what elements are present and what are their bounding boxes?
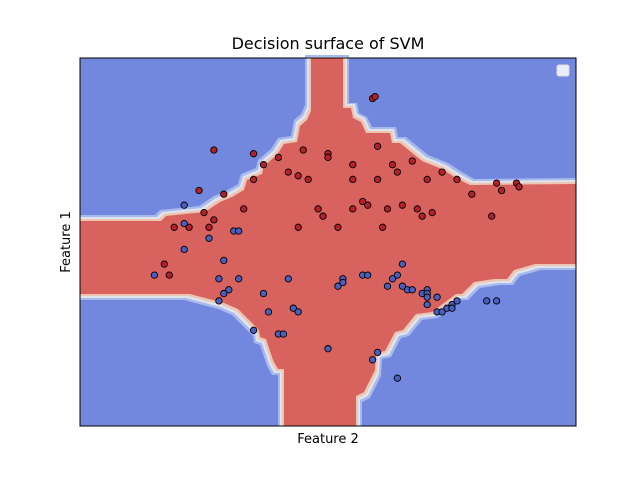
scatter-point-class-1 [215,275,223,283]
plot-area [79,55,577,427]
scatter-point-class-0 [349,205,357,213]
scatter-point-class-1 [294,308,302,316]
scatter-point-class-1 [150,271,159,279]
plot-frame [79,57,577,427]
scatter-point-class-0 [334,223,342,231]
scatter-point-class-1 [284,275,292,283]
scatter-point-class-0 [371,92,379,101]
scatter-point-class-1 [433,293,441,301]
scatter-point-class-0 [165,271,173,279]
x-axis-label: Feature 2 [297,432,359,447]
scatter-point-class-1 [220,256,228,265]
scatter-point-class-1 [289,304,297,312]
scatter-point-class-1 [393,271,402,279]
scatter-point-class-1 [373,348,382,357]
scatter-point-class-1 [398,282,407,290]
scatter-point-class-0 [249,175,258,184]
scatter-point-class-0 [413,205,421,213]
scatter-point-class-0 [488,212,496,220]
scatter-point-class-0 [492,179,501,187]
scatter-point-class-1 [398,260,407,268]
scatter-point-class-0 [438,168,446,176]
scatter-point-class-0 [428,208,436,217]
scatter-point-class-1 [279,330,288,338]
scatter-point-class-0 [210,146,218,154]
scatter-point-class-0 [373,175,382,184]
scatter-point-class-0 [294,223,302,231]
scatter-point-class-0 [319,212,327,220]
scatter-point-class-0 [398,201,407,209]
scatter-point-class-0 [468,190,476,198]
scatter-point-class-0 [453,175,461,184]
scatter-point-class-0 [200,208,208,217]
scatter-point-class-0 [170,223,178,231]
scatter-point-class-1 [225,286,233,294]
scatter-point-class-1 [438,308,446,316]
scatter-point-class-0 [388,161,397,169]
scatter-point-class-0 [274,153,283,162]
scatter-point-class-1 [423,300,431,309]
scatter-point-class-0 [324,153,332,162]
scatter-point-class-0 [378,223,387,231]
scatter-point-class-1 [334,282,342,290]
scatter-point-class-1 [364,271,372,279]
scatter-point-class-0 [314,205,322,213]
scatter-point-class-1 [215,297,223,305]
scatter-point-class-1 [492,297,501,305]
scatter-point-class-1 [205,234,213,242]
legend-box [556,64,570,77]
scatter-point-class-1 [235,275,243,283]
scatter-point-class-0 [383,205,392,213]
scatter-point-class-0 [304,175,312,184]
scatter-point-class-0 [205,223,213,231]
scatter-point-class-1 [408,286,416,294]
scatter-point-class-0 [195,186,203,195]
scatter-point-class-0 [220,190,228,198]
scatter-point-class-1 [180,201,188,209]
scatter-point-class-0 [364,201,372,209]
scatter-point-class-0 [259,161,268,169]
scatter-point-class-0 [349,175,357,184]
scatter-point-class-1 [220,289,228,298]
scatter-point-class-1 [339,278,347,287]
scatter-point-class-0 [284,168,292,176]
scatter-point-class-0 [408,157,416,165]
scatter-point-class-0 [249,150,258,158]
scatter-point-class-0 [515,183,523,191]
class-1-background-region [80,58,576,426]
scatter-point-class-0 [185,223,193,231]
scatter-point-class-0 [299,146,307,154]
scatter-point-class-1 [453,297,461,305]
scatter-point-class-0 [497,186,506,195]
scatter-points [150,92,523,382]
scatter-point-class-1 [483,297,491,305]
scatter-point-class-1 [324,345,332,353]
scatter-point-class-1 [180,219,188,228]
scatter-point-class-1 [259,289,268,298]
scatter-point-class-1 [393,374,402,382]
scatter-point-class-0 [210,216,218,224]
scatter-point-class-1 [249,326,258,334]
scatter-point-class-1 [448,304,456,312]
scatter-point-class-0 [240,205,248,213]
scatter-point-class-1 [368,356,377,364]
y-axis-label: Feature 1 [59,211,74,273]
scatter-point-class-0 [418,212,426,220]
scatter-point-class-1 [180,245,188,254]
scatter-point-class-0 [423,175,431,184]
chart-title: Decision surface of SVM [232,34,425,53]
scatter-point-class-0 [393,168,402,176]
scatter-point-class-1 [388,275,397,283]
scatter-point-class-1 [264,308,273,316]
scatter-point-class-0 [359,197,367,206]
scatter-point-class-1 [423,293,431,301]
scatter-point-class-0 [160,260,168,268]
scatter-point-class-0 [373,142,382,150]
scatter-point-class-0 [294,172,302,180]
scatter-point-class-1 [235,227,243,235]
scatter-point-class-1 [383,282,392,290]
scatter-point-class-0 [349,161,357,169]
